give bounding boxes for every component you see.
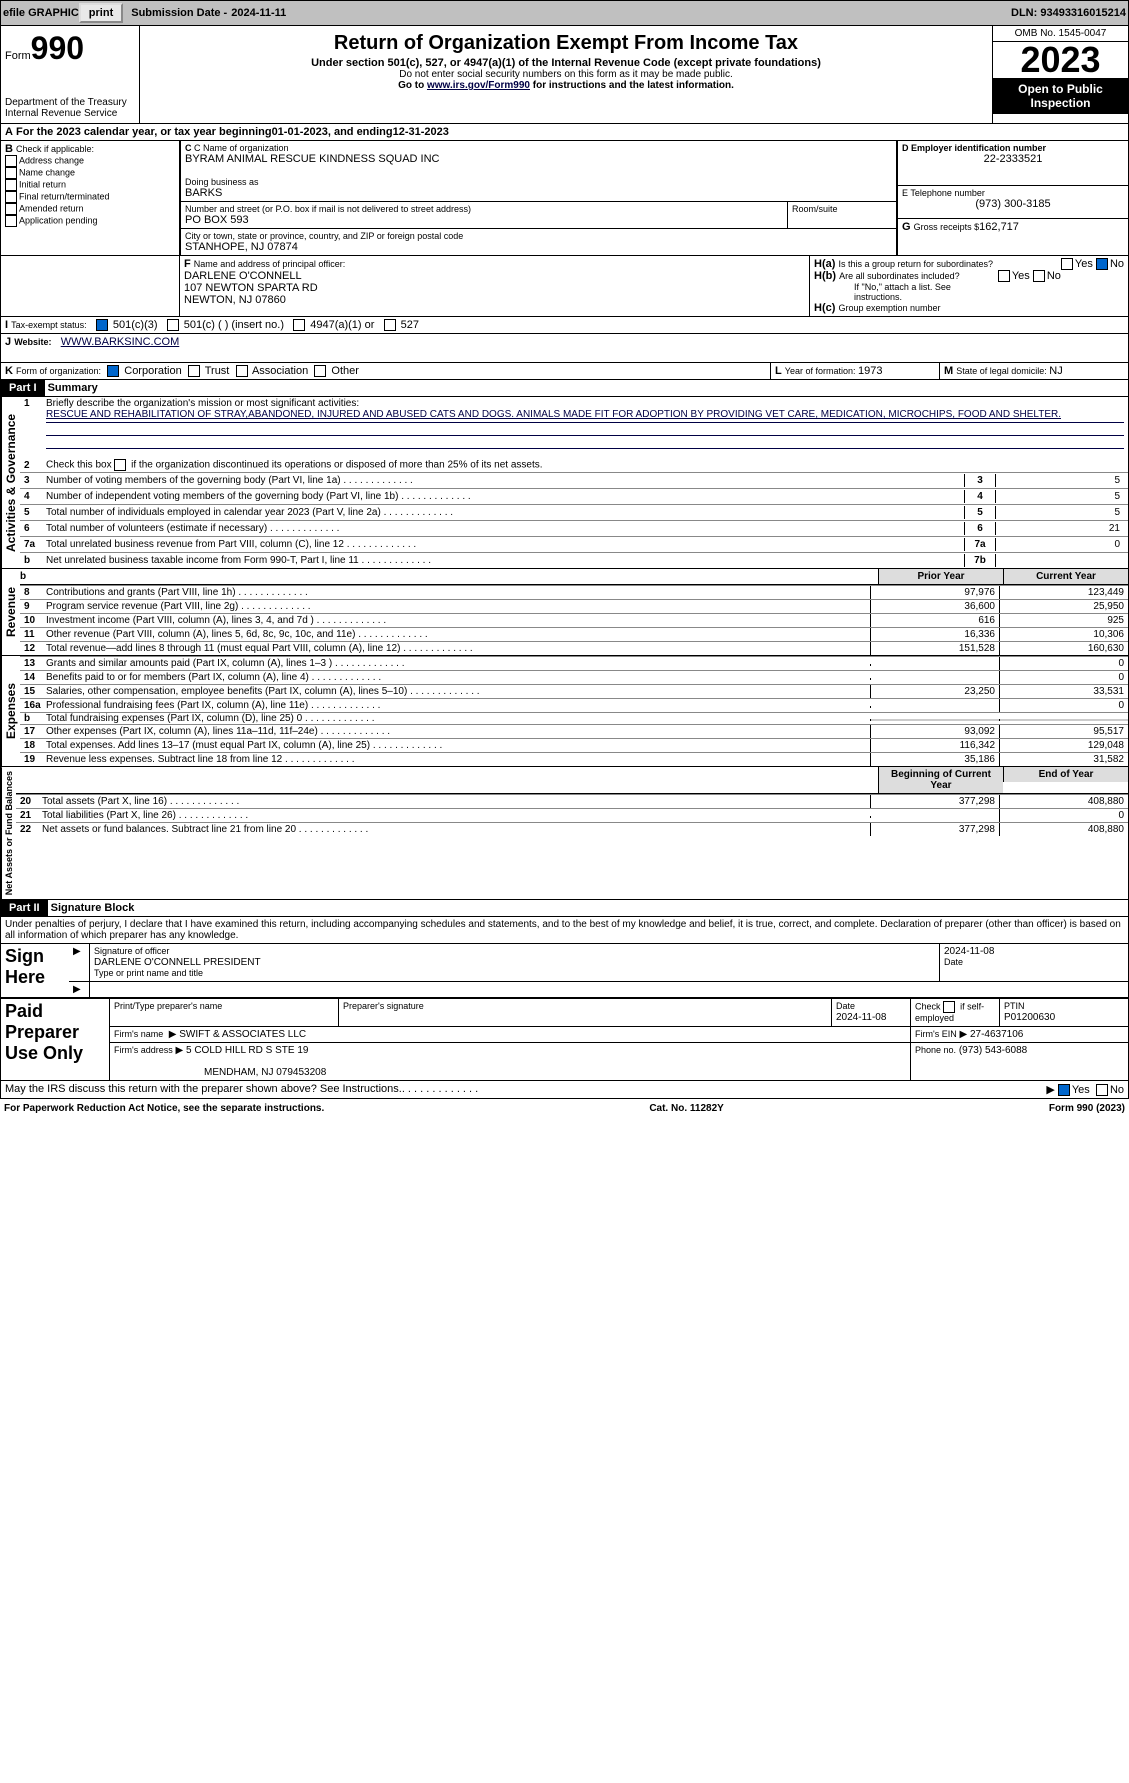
submission-date: 2024-11-11: [231, 7, 286, 19]
part1-header: Part I Summary: [0, 380, 1129, 397]
501c3-checkbox: [96, 319, 108, 331]
form-header: Form990 Department of the Treasury Inter…: [0, 26, 1129, 124]
part2-header: Part II Signature Block: [0, 900, 1129, 917]
form-number: Form990: [5, 30, 135, 67]
dln: DLN: 93493316015214: [1011, 7, 1126, 19]
print-button[interactable]: print: [79, 3, 123, 23]
efile-label: efile GRAPHIC: [3, 7, 79, 19]
summary-expenses: Expenses 13Grants and similar amounts pa…: [0, 656, 1129, 767]
check-amended-return: Amended return: [5, 203, 175, 215]
org-name-label: C Name of organization: [194, 143, 289, 153]
sign-here: Sign Here ▶ Signature of officerDARLENE …: [0, 943, 1129, 998]
dba-label: Doing business as: [185, 177, 892, 187]
website-link[interactable]: WWW.BARKSINC.COM: [61, 336, 180, 348]
phone: (973) 300-3185: [902, 198, 1124, 210]
top-bar: efile GRAPHIC print Submission Date - 20…: [0, 0, 1129, 26]
check-name-change: Name change: [5, 167, 175, 179]
org-name: BYRAM ANIMAL RESCUE KINDNESS SQUAD INC: [185, 153, 892, 165]
ein-label: D Employer identification number: [902, 143, 1046, 153]
tax-year: 2023: [993, 42, 1128, 78]
submission-label: Submission Date -: [131, 7, 227, 19]
ssn-note: Do not enter social security numbers on …: [144, 69, 988, 80]
check-initial-return: Initial return: [5, 179, 175, 191]
summary-activities: Activities & Governance 1Briefly describ…: [0, 397, 1129, 569]
summary-revenue: Revenue b Prior Year Current Year 8Contr…: [0, 569, 1129, 656]
phone-label: E Telephone number: [902, 188, 1124, 198]
dba: BARKS: [185, 187, 892, 199]
mission: RESCUE AND REHABILITATION OF STRAY,ABAND…: [46, 409, 1061, 420]
form-title: Return of Organization Exempt From Incom…: [144, 32, 988, 55]
group-return-no: [1096, 258, 1108, 270]
check-address-change: Address change: [5, 155, 175, 167]
dept: Department of the Treasury Internal Reve…: [5, 97, 135, 119]
discuss-yes: [1058, 1084, 1070, 1096]
street: PO BOX 593: [185, 214, 783, 226]
perjury: Under penalties of perjury, I declare th…: [0, 917, 1129, 943]
discuss-row: May the IRS discuss this return with the…: [0, 1081, 1129, 1099]
officer-name: DARLENE O'CONNELL: [184, 270, 302, 282]
officer-block: F Name and address of principal officer:…: [0, 256, 1129, 317]
check-final-return-terminated: Final return/terminated: [5, 191, 175, 203]
page-footer: For Paperwork Reduction Act Notice, see …: [0, 1099, 1129, 1118]
period-row: A For the 2023 calendar year, or tax yea…: [0, 124, 1129, 141]
section-d-e-g: D Employer identification number 22-2333…: [898, 141, 1128, 255]
gross-receipts: 162,717: [979, 221, 1019, 233]
city: STANHOPE, NJ 07874: [185, 241, 892, 253]
inspection-badge: Open to Public Inspection: [993, 78, 1128, 114]
irs-link[interactable]: www.irs.gov/Form990: [427, 80, 530, 91]
section-c: C C Name of organization BYRAM ANIMAL RE…: [180, 141, 898, 255]
summary-netassets: Net Assets or Fund Balances Beginning of…: [0, 767, 1129, 900]
klm-row: K Form of organization: Corporation Trus…: [0, 363, 1129, 380]
check-application-pending: Application pending: [5, 215, 175, 227]
room-label: Room/suite: [788, 202, 897, 228]
entity-block: B Check if applicable: Address changeNam…: [0, 141, 1129, 256]
subtitle: Under section 501(c), 527, or 4947(a)(1)…: [144, 57, 988, 69]
goto-note: Go to www.irs.gov/Form990 for instructio…: [144, 80, 988, 91]
paid-preparer: Paid Preparer Use Only Print/Type prepar…: [0, 998, 1129, 1081]
section-b: B Check if applicable: Address changeNam…: [1, 141, 180, 255]
corp-checkbox: [107, 365, 119, 377]
city-label: City or town, state or province, country…: [185, 231, 892, 241]
ein: 22-2333521: [902, 153, 1124, 165]
street-label: Number and street (or P.O. box if mail i…: [185, 204, 783, 214]
